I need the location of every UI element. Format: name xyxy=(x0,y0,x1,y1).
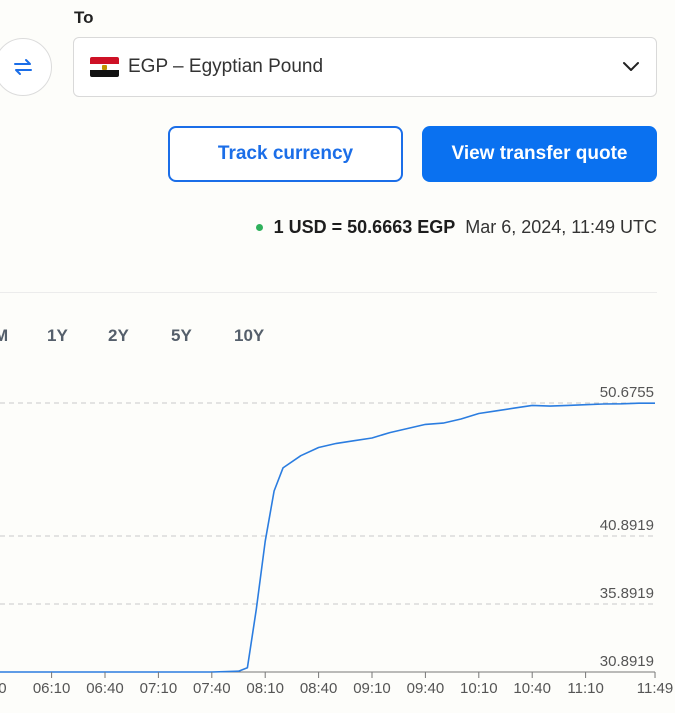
y-gridline-label: 50.6755 xyxy=(600,384,654,401)
range-tab-5y[interactable]: 5Y xyxy=(171,326,192,345)
view-transfer-quote-button[interactable]: View transfer quote xyxy=(422,126,657,182)
x-tick-label: 10:10 xyxy=(460,680,498,697)
series-line xyxy=(0,402,655,673)
x-tick-label: 09:10 xyxy=(353,680,391,697)
x-tick-label: 11:49 xyxy=(637,680,673,697)
selected-currency: EGP – Egyptian Pound xyxy=(128,56,324,77)
y-gridline-label: 30.8919 xyxy=(600,653,654,670)
range-tab-10y[interactable]: 10Y xyxy=(234,326,265,345)
x-tick-label: 09:40 xyxy=(407,680,445,697)
x-tick-label: 08:40 xyxy=(300,680,338,697)
track-currency-button[interactable]: Track currency xyxy=(168,126,403,182)
y-gridline-label: 35.8919 xyxy=(600,585,654,602)
y-gridline-label: 40.8919 xyxy=(600,517,654,534)
chevron-down-icon xyxy=(623,62,639,71)
x-tick-label: 40 xyxy=(0,680,7,697)
swap-currencies-button[interactable] xyxy=(0,38,52,96)
to-currency-select[interactable]: EGP – Egyptian Pound xyxy=(73,37,657,97)
range-tab-m[interactable]: M xyxy=(0,326,9,345)
rate-timestamp: Mar 6, 2024, 11:49 UTC xyxy=(465,217,657,237)
x-tick-label: 08:10 xyxy=(246,680,284,697)
x-tick-label: 07:40 xyxy=(193,680,231,697)
rate-row: 1 USD = 50.6663 EGP Mar 6, 2024, 11:49 U… xyxy=(255,217,657,238)
range-tab-2y[interactable]: 2Y xyxy=(108,326,129,345)
egypt-flag-icon xyxy=(90,57,119,77)
to-label: To xyxy=(74,8,94,27)
x-tick-label: 06:10 xyxy=(33,680,71,697)
divider xyxy=(0,292,657,293)
live-status-dot xyxy=(255,224,263,231)
swap-arrows-icon xyxy=(14,59,32,75)
rate-value: 1 USD = 50.6663 EGP xyxy=(273,217,456,237)
rate-chart: 50.6755 40.8919 35.8919 30.8919 40 06:10 06:40… xyxy=(0,384,673,697)
x-tick-label: 10:40 xyxy=(513,680,551,697)
x-tick-label: 06:40 xyxy=(86,680,124,697)
range-tab-1y[interactable]: 1Y xyxy=(47,326,68,345)
x-tick-label: 07:10 xyxy=(140,680,178,697)
x-tick-label: 11:10 xyxy=(567,680,603,697)
